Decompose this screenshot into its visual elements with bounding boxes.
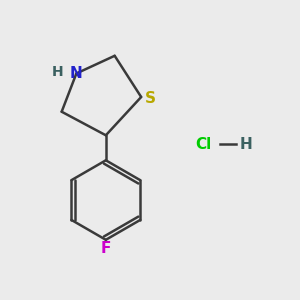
Text: S: S: [145, 91, 155, 106]
Text: Cl: Cl: [196, 136, 212, 152]
Text: H: H: [51, 65, 63, 79]
Text: F: F: [100, 241, 111, 256]
Text: H: H: [239, 136, 252, 152]
Text: N: N: [70, 66, 83, 81]
